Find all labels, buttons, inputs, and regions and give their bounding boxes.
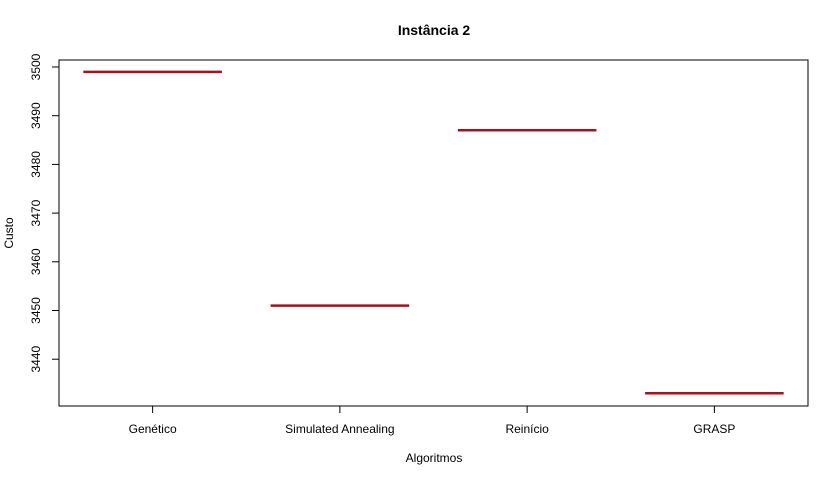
x-axis: Genético Simulated Annealing Reinício GRASP bbox=[129, 406, 735, 436]
chart-title: Instância 2 bbox=[398, 22, 471, 38]
y-axis: 3440 3450 3460 3470 3480 3490 3500 bbox=[29, 53, 59, 373]
x-tick-label: Simulated Annealing bbox=[285, 422, 394, 436]
y-tick-label: 3440 bbox=[29, 346, 43, 373]
y-tick-label: 3500 bbox=[29, 53, 43, 80]
y-tick-label: 3470 bbox=[29, 199, 43, 226]
y-tick-label: 3490 bbox=[29, 102, 43, 129]
x-tick-label: GRASP bbox=[693, 422, 735, 436]
y-tick-label: 3450 bbox=[29, 297, 43, 324]
y-axis-label: Custo bbox=[2, 217, 16, 249]
plot-frame bbox=[58, 59, 809, 407]
x-tick-label: Genético bbox=[129, 422, 177, 436]
y-tick-label: 3460 bbox=[29, 248, 43, 275]
x-axis-label: Algoritmos bbox=[406, 451, 463, 465]
chart-marks bbox=[83, 70, 784, 395]
y-tick-label: 3480 bbox=[29, 151, 43, 178]
x-tick-label: Reinício bbox=[505, 422, 549, 436]
